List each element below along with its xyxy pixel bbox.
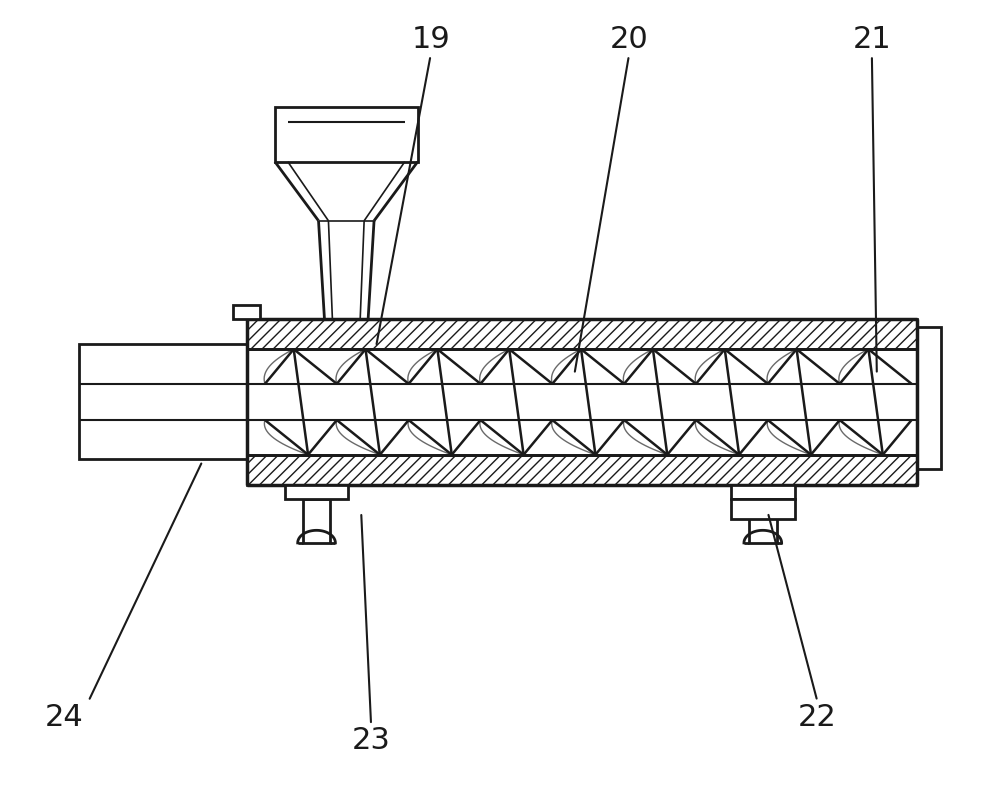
Bar bbox=[247, 384, 917, 420]
Bar bbox=[247, 319, 917, 349]
Bar bbox=[917, 327, 941, 469]
Bar bbox=[233, 305, 260, 319]
Bar bbox=[731, 499, 795, 518]
Bar bbox=[731, 485, 795, 499]
Text: 23: 23 bbox=[352, 726, 391, 755]
Bar bbox=[247, 349, 917, 455]
Bar bbox=[303, 499, 330, 543]
Text: 19: 19 bbox=[411, 25, 450, 54]
Bar bbox=[275, 107, 418, 162]
Bar bbox=[247, 455, 917, 485]
Text: 20: 20 bbox=[610, 25, 648, 54]
Bar bbox=[749, 499, 777, 543]
Text: 22: 22 bbox=[798, 703, 837, 732]
Bar bbox=[79, 345, 247, 459]
Text: 24: 24 bbox=[44, 703, 83, 732]
Text: 21: 21 bbox=[852, 25, 891, 54]
Bar bbox=[247, 319, 262, 349]
Bar bbox=[285, 485, 348, 499]
